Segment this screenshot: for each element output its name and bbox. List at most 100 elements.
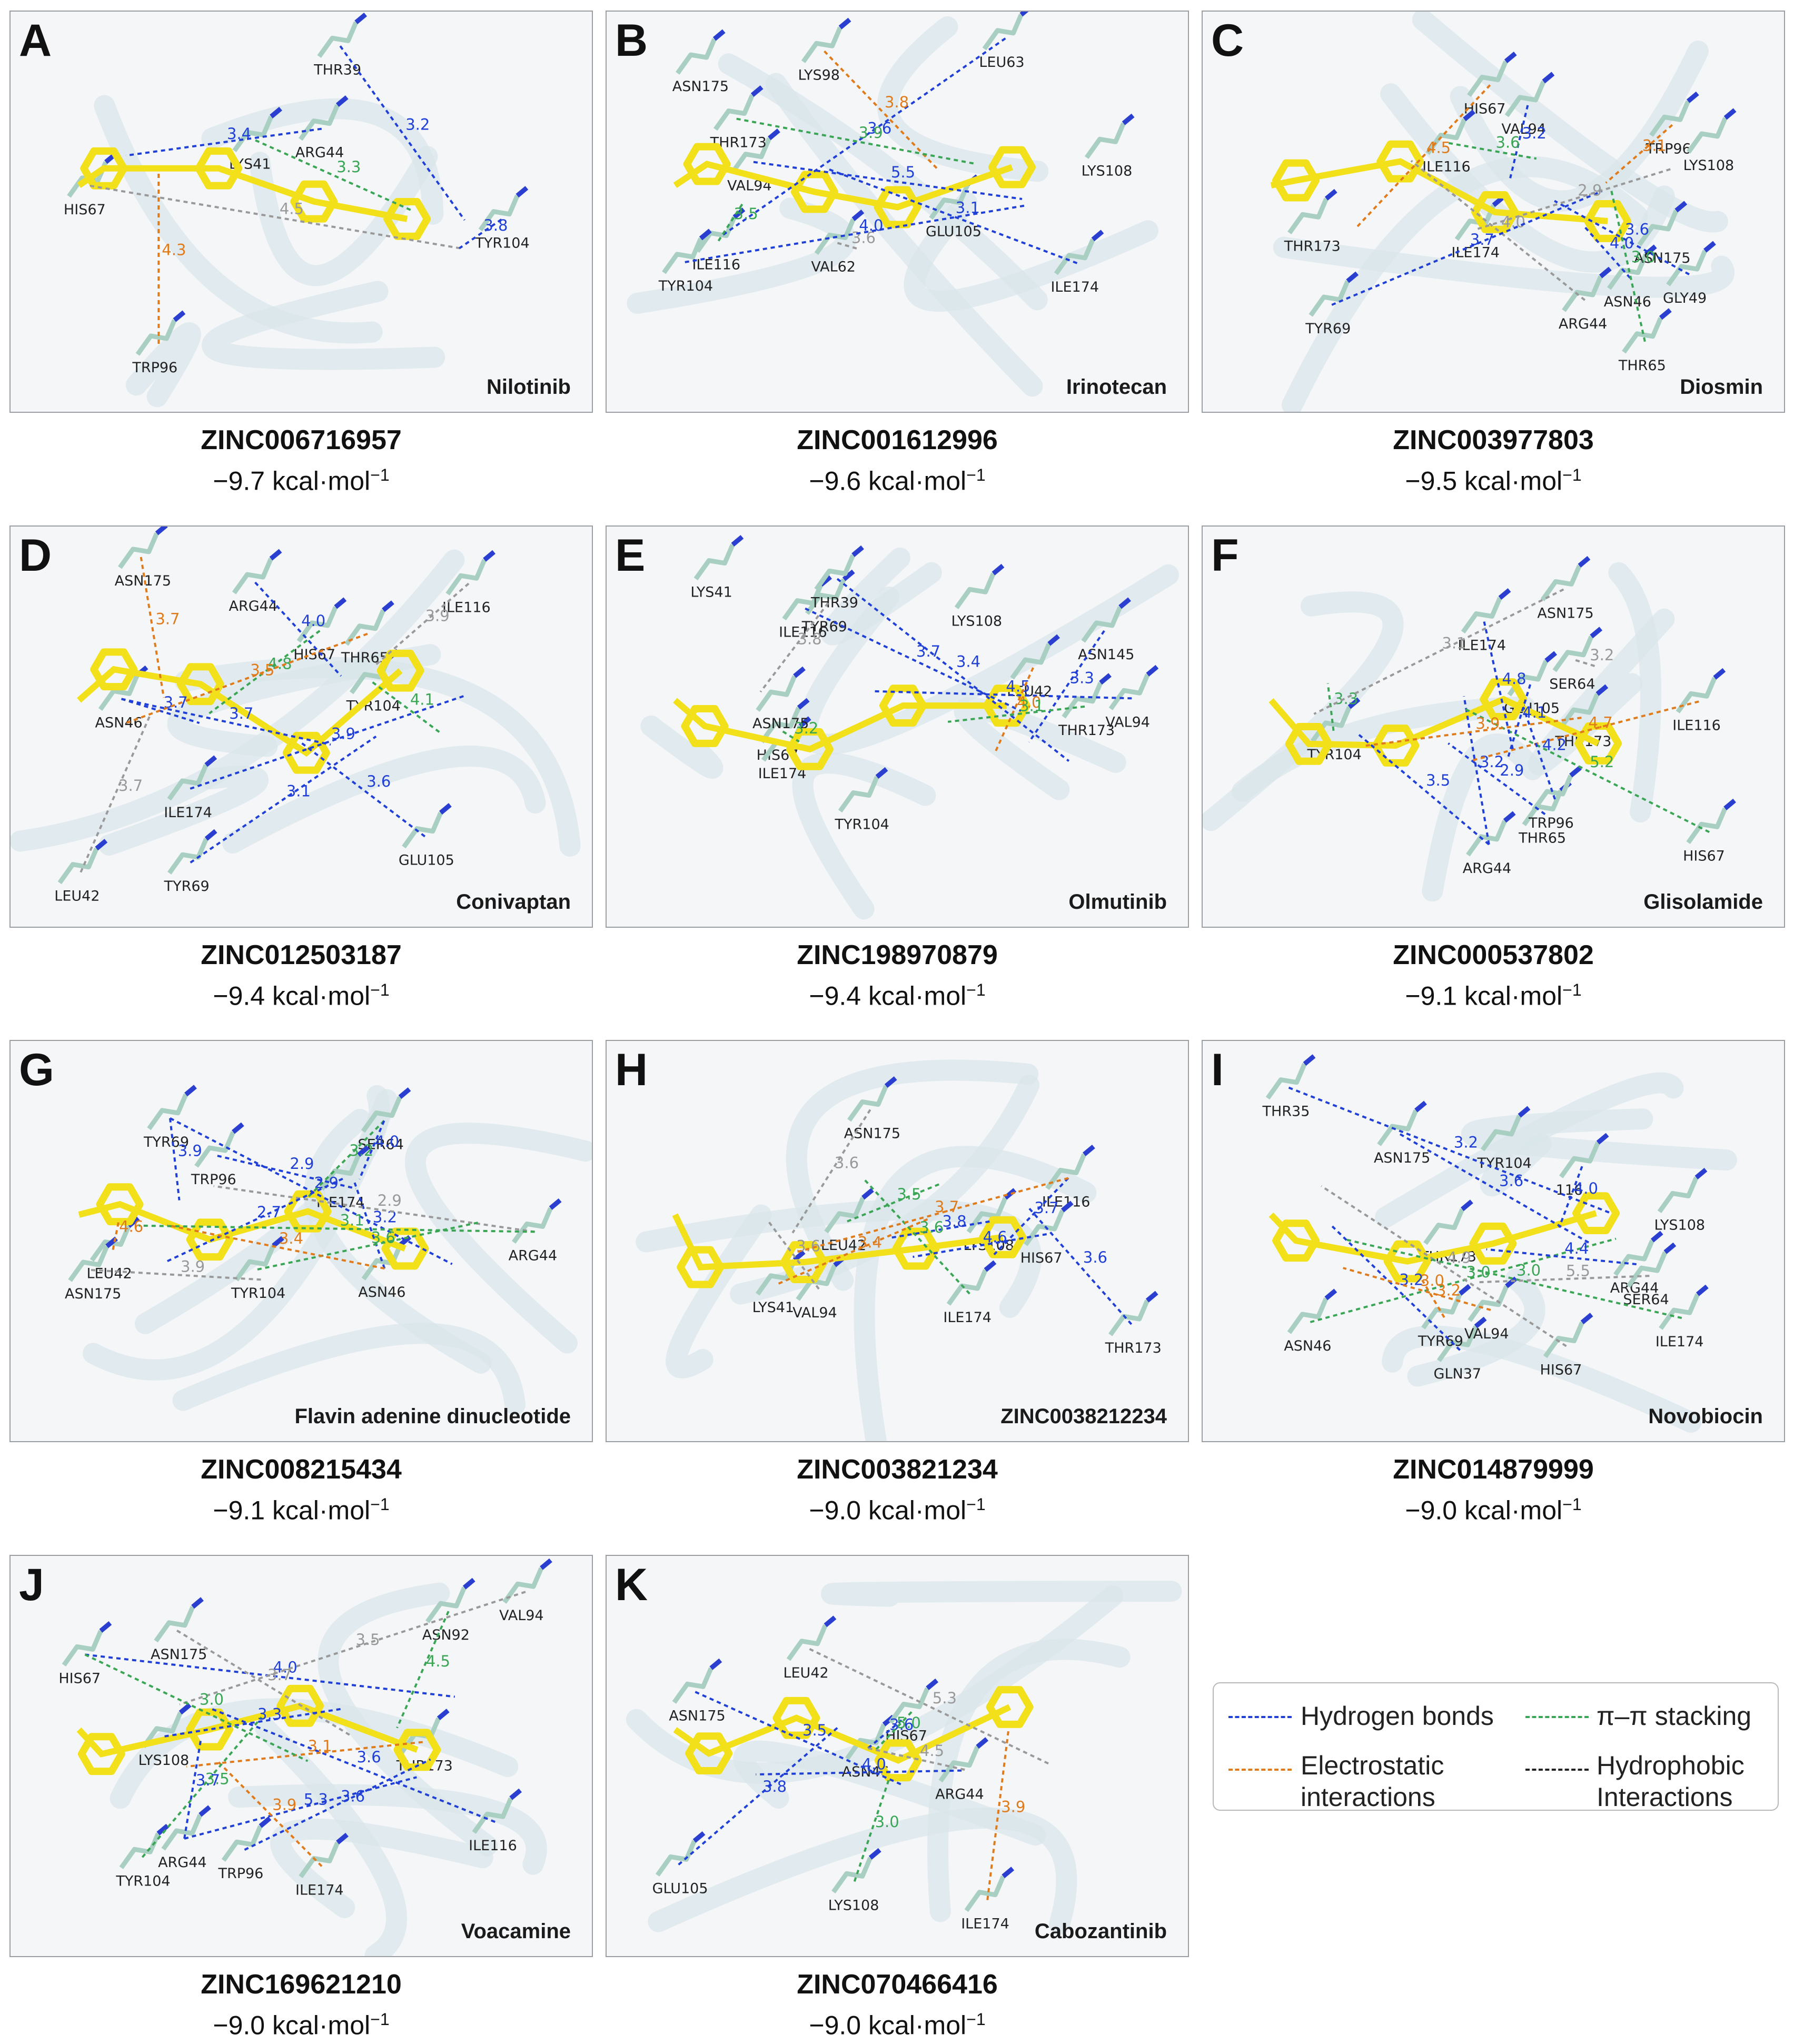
residue-lys98: LYS98 xyxy=(798,17,851,83)
svg-text:ARG44: ARG44 xyxy=(509,1247,558,1264)
svg-text:LYS108: LYS108 xyxy=(1683,157,1734,174)
residue-lys41: LYS41 xyxy=(690,535,744,601)
drug-name: Cabozantinib xyxy=(1034,1920,1167,1943)
residue-lys108: LYS108 xyxy=(828,1848,881,1913)
residue-lys108: LYS108 xyxy=(951,563,1005,629)
svg-text:VAL94: VAL94 xyxy=(792,1305,837,1321)
svg-text:ASN175: ASN175 xyxy=(115,573,171,589)
svg-text:LYS98: LYS98 xyxy=(798,67,840,83)
zinc-id: ZINC001612996 xyxy=(797,425,998,455)
interaction-0: 3.6 xyxy=(722,37,1006,236)
interaction-7: 3.6 xyxy=(1448,133,1537,160)
svg-text:3.6: 3.6 xyxy=(835,1154,859,1172)
svg-text:GLU105: GLU105 xyxy=(399,852,454,869)
residue-tyr104: TYR104 xyxy=(1476,1106,1532,1172)
residue-ile116: ILE116 xyxy=(469,1788,522,1854)
residue-ile174: ILE174 xyxy=(1656,1284,1709,1350)
svg-text:LYS108: LYS108 xyxy=(1082,163,1133,179)
drug-name: ZINC0038212234 xyxy=(1000,1405,1167,1428)
ligand-sticks xyxy=(672,1213,1027,1288)
svg-text:ILE174: ILE174 xyxy=(1451,245,1500,261)
svg-text:ILE174: ILE174 xyxy=(164,805,212,821)
svg-text:ASN175: ASN175 xyxy=(844,1126,900,1142)
svg-text:4.8: 4.8 xyxy=(267,654,292,672)
zinc-id: ZINC003977803 xyxy=(1393,425,1594,455)
svg-text:4.5: 4.5 xyxy=(920,1742,944,1760)
interaction-4: 3.4 xyxy=(778,1217,931,1285)
panel-label: H xyxy=(615,1045,648,1095)
svg-text:4.1: 4.1 xyxy=(1522,703,1547,721)
docking-panel-i: THR35 GLN37 ASN46 HIS67 TYR69 ARG44 116 ILE174 S… xyxy=(1202,1040,1785,1442)
residue-val94: VAL94 xyxy=(792,1255,846,1321)
interaction-4: 4.5 xyxy=(1355,84,1491,229)
interaction-3: 3.5 xyxy=(179,1591,526,1706)
svg-text:THR39: THR39 xyxy=(810,594,858,611)
interaction-2: 5.0 xyxy=(874,1711,921,1751)
residue-asn145: ASN145 xyxy=(1078,597,1134,663)
residue-asn175: ASN175 xyxy=(1374,1100,1430,1166)
svg-text:5.3: 5.3 xyxy=(304,1791,328,1809)
interaction-0: 5.3 xyxy=(184,1776,417,1840)
interaction-1: 4.6 xyxy=(913,1228,1047,1258)
interaction-1: 4.0 xyxy=(756,1755,962,1776)
residue-leu63: LEU63 xyxy=(979,12,1029,71)
svg-text:TYR104: TYR104 xyxy=(231,1285,285,1302)
svg-text:HIS67: HIS67 xyxy=(1020,1250,1063,1266)
svg-text:VAL62: VAL62 xyxy=(811,259,856,275)
ligand-sticks xyxy=(673,684,1030,770)
zinc-id: ZINC070466416 xyxy=(797,1969,998,2000)
interaction-3: 2.9 xyxy=(213,1185,535,1233)
residue-asn175: ASN175 xyxy=(672,29,729,95)
interaction-8: 4.5 xyxy=(868,1742,966,1771)
svg-text:TYR69: TYR69 xyxy=(801,619,847,635)
residue-thr173: THR173 xyxy=(1105,1291,1162,1356)
svg-text:VAL94: VAL94 xyxy=(1105,714,1150,730)
ligand-sticks xyxy=(673,143,1036,229)
svg-text:SER64: SER64 xyxy=(1623,1292,1669,1308)
svg-text:ILE174: ILE174 xyxy=(943,1309,992,1326)
svg-text:3.7: 3.7 xyxy=(229,705,253,722)
interaction-6: 2.9 xyxy=(217,1155,356,1190)
interaction-11: 3.7 xyxy=(183,1738,220,1839)
interaction-12: 3.0 xyxy=(84,1653,309,1762)
interaction-5: 3.4 xyxy=(836,578,1070,762)
svg-text:LYS41: LYS41 xyxy=(690,584,732,601)
panel-label: J xyxy=(19,1560,44,1610)
svg-text:3.5: 3.5 xyxy=(356,1631,380,1649)
residue-arg44: ARG44 xyxy=(158,1805,211,1871)
zinc-id: ZINC003821234 xyxy=(797,1454,998,1485)
interaction-9: 3.7 xyxy=(140,557,180,698)
svg-text:3.6: 3.6 xyxy=(371,1228,395,1246)
svg-text:4.0: 4.0 xyxy=(1610,234,1634,252)
residue-trp96: TRP96 xyxy=(132,310,186,376)
interaction-8: 3.9 xyxy=(374,582,470,666)
residue-his67: HIS67 xyxy=(1683,798,1736,864)
svg-text:3.7: 3.7 xyxy=(267,1666,292,1684)
svg-text:TYR69: TYR69 xyxy=(1418,1333,1463,1350)
svg-text:ASN46: ASN46 xyxy=(1604,294,1651,310)
interaction-9: 3.1 xyxy=(1605,124,1673,184)
interaction-4: 3.9 xyxy=(986,1730,1025,1900)
svg-text:4.2: 4.2 xyxy=(1542,736,1567,753)
drug-name: Flavin adenine dinucleotide xyxy=(294,1405,571,1428)
interaction-5: 4.0 xyxy=(685,204,1027,263)
svg-text:3.5: 3.5 xyxy=(205,1770,230,1788)
residue-asn175: ASN175 xyxy=(151,1597,207,1663)
drug-name: Olmutinib xyxy=(1068,890,1167,914)
binding-energy: −9.1 kcal·mol−1 xyxy=(213,1495,390,1525)
docking-panel-b: LEU63 VAL94 ILE116 VAL62 LYS98 TYR104 ILE174 TH… xyxy=(606,11,1189,413)
svg-text:ILE116: ILE116 xyxy=(442,599,491,616)
svg-text:LYS108: LYS108 xyxy=(828,1897,879,1913)
residue-trp96: TRP96 xyxy=(1646,91,1699,157)
svg-text:LYS108: LYS108 xyxy=(138,1752,190,1769)
binding-energy: −9.7 kcal·mol−1 xyxy=(213,465,390,496)
binding-pose-illustration: ARG44THR65HIS67SER64ILE116ILE174TRP96TYR… xyxy=(1203,555,1736,902)
svg-text:ASN175: ASN175 xyxy=(1537,605,1593,621)
svg-text:ILE174: ILE174 xyxy=(1656,1334,1704,1350)
residue-ile174: ILE174 xyxy=(1050,230,1104,295)
interaction-5: 3.8 xyxy=(459,216,508,250)
svg-text:3.2: 3.2 xyxy=(1436,1282,1461,1299)
svg-text:LYS41: LYS41 xyxy=(752,1299,794,1316)
interaction-7: 3.6 xyxy=(862,1177,970,1295)
svg-text:THR173: THR173 xyxy=(1058,722,1115,739)
